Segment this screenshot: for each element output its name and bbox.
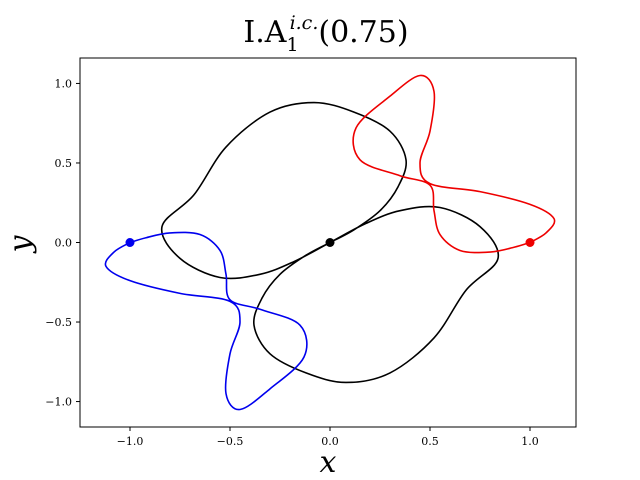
x-tick-label: −1.0 — [117, 435, 144, 448]
x-tick-label: 1.0 — [521, 435, 539, 448]
body-marker — [325, 238, 335, 247]
y-axis-label: y — [3, 234, 38, 254]
y-tick-label: 1.0 — [55, 77, 73, 90]
body-marker — [525, 238, 535, 247]
chart-title: I.A1i.c.(0.75) — [243, 12, 408, 56]
title-superscript: i.c. — [290, 12, 319, 34]
x-tick-label: 0.0 — [321, 435, 339, 448]
x-tick-label: −0.5 — [217, 435, 244, 448]
x-axis-label: x — [320, 445, 337, 480]
title-suffix: (0.75) — [318, 15, 408, 50]
title-subscript: 1 — [286, 34, 298, 56]
body-marker — [125, 238, 135, 247]
markers — [125, 238, 535, 247]
x-tick-label: 0.5 — [421, 435, 439, 448]
blue-orbit-line — [104, 231, 308, 411]
red-orbit-line — [352, 74, 556, 254]
y-tick-label: −0.5 — [45, 316, 72, 329]
y-tick-label: 0.0 — [55, 237, 73, 250]
title-main: I.A — [243, 15, 286, 50]
y-tick-label: 0.5 — [55, 157, 73, 170]
y-tick-label: −1.0 — [45, 396, 72, 409]
ticks: −1.0 −0.5 0.0 0.5 1.0 1.0 0.5 0.0 −0.5 −1.0 — [45, 77, 538, 448]
